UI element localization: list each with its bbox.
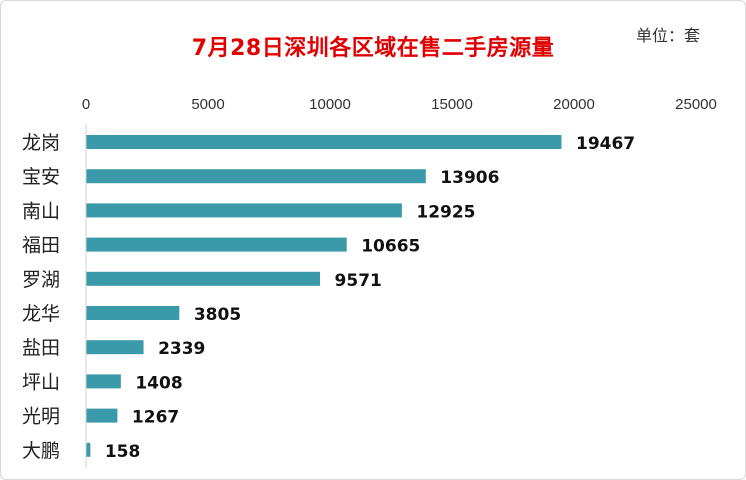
- chart-title: 7月28日深圳各区域在售二手房源量: [191, 36, 555, 61]
- data-label: 19467: [576, 134, 635, 154]
- data-label: 13906: [440, 168, 499, 188]
- category-label: 光明: [22, 406, 60, 428]
- data-label: 1408: [135, 373, 182, 393]
- bar: [86, 271, 321, 286]
- data-label: 10665: [361, 237, 420, 257]
- category-label: 大鹏: [22, 440, 60, 462]
- unit-label: 单位：套: [635, 26, 700, 45]
- tick-label: 25000: [675, 96, 717, 113]
- tick-label: 20000: [553, 96, 595, 113]
- data-label: 12925: [416, 202, 475, 222]
- bar: [86, 169, 426, 184]
- data-labels: 19467 13906 12925 10665 9571 3805 2339 1408 1267…: [105, 134, 635, 462]
- bars: [86, 135, 562, 457]
- category-label: 罗湖: [22, 269, 60, 291]
- bar: [86, 408, 118, 423]
- tick-label: 0: [82, 96, 90, 113]
- category-label: 盐田: [22, 337, 60, 359]
- data-label: 1267: [132, 408, 179, 428]
- data-label: 158: [105, 442, 140, 462]
- category-label: 南山: [22, 200, 60, 222]
- bar: [86, 442, 91, 457]
- category-label: 龙岗: [22, 132, 60, 154]
- bar: [86, 340, 144, 355]
- category-label: 坪山: [22, 371, 60, 393]
- data-label: 2339: [158, 339, 205, 359]
- bar: [86, 203, 402, 218]
- tick-label: 10000: [309, 96, 351, 113]
- bar: [86, 306, 180, 320]
- tick-label: 5000: [191, 96, 224, 113]
- tick-labels: 0 5000 10000 15000 20000 25000: [82, 96, 717, 113]
- category-label: 宝安: [22, 166, 60, 188]
- bar: [86, 237, 347, 252]
- category-label: 福田: [22, 235, 60, 257]
- category-label: 龙华: [22, 303, 60, 325]
- bar: [86, 135, 562, 149]
- bar: [86, 374, 121, 389]
- data-label: 3805: [194, 305, 241, 325]
- tick-label: 15000: [431, 96, 473, 113]
- data-label: 9571: [335, 271, 382, 291]
